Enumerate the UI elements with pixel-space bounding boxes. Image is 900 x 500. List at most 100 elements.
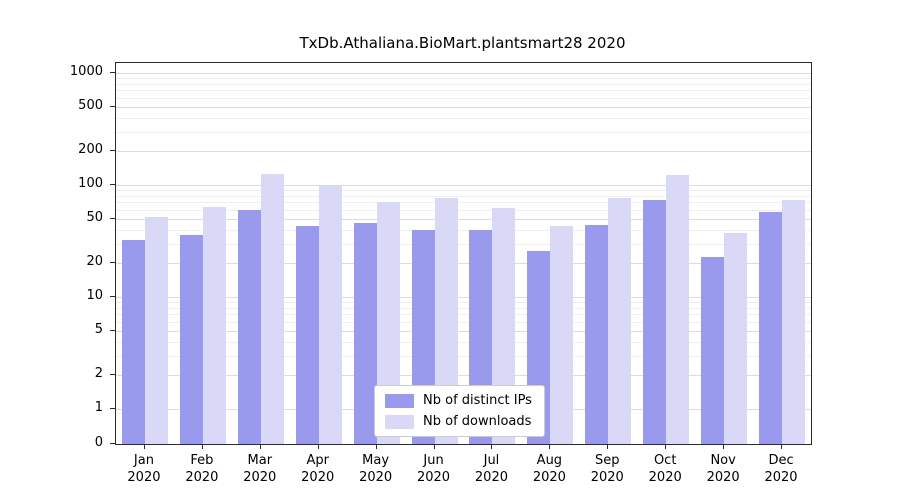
y-tick-mark [110,329,115,331]
gridline-major [116,185,811,186]
gridline-minor [116,97,811,99]
legend: Nb of distinct IPs Nb of downloads [374,385,545,437]
x-tick-label-jun: Jun 2020 [416,453,451,485]
y-tick-mark [110,296,115,297]
x-tick-mark [143,444,145,449]
gridline-major [116,73,811,74]
bar-distinct-ips-may [353,222,377,444]
x-tick-mark [259,444,261,449]
y-tick-mark [110,262,115,264]
x-tick-label-mar: Mar 2020 [243,453,277,485]
bar-downloads-aug [550,226,574,444]
gridline-minor [116,302,811,304]
y-tick-label: 0 [94,435,103,450]
gridline-minor [116,314,811,316]
gridline-minor [116,307,811,309]
x-tick-label-apr: Apr 2020 [301,453,335,485]
y-tick-label: 10 [86,288,103,303]
gridline-minor [116,355,811,357]
x-tick-label-jul: Jul 2020 [474,453,508,485]
gridline-major [116,297,811,298]
x-tick-mark [665,444,667,449]
legend-swatch-downloads [385,414,414,429]
y-tick-mark [110,150,115,152]
bar-downloads-oct [666,175,690,444]
x-tick-label-feb: Feb 2020 [185,453,219,485]
bar-downloads-feb [202,206,226,444]
x-tick-mark [723,444,725,449]
gridline-major [116,106,811,108]
gridline-minor [116,229,811,231]
bar-downloads-mar [260,174,284,444]
legend-label-distinct-ips: Nb of distinct IPs [423,393,532,408]
gridline-major [116,330,811,332]
x-tick-mark [491,444,493,449]
y-tick-mark [110,217,115,219]
y-tick-mark [110,374,115,376]
y-tick-mark [110,105,115,107]
gridline-minor [116,190,811,192]
x-tick-mark [317,444,319,449]
y-tick-label: 200 [78,142,103,158]
gridline-minor [116,243,811,245]
plot-area: Nb of distinct IPs Nb of downloads [115,62,812,445]
gridline-minor [116,78,811,80]
y-tick-label: 2 [94,366,103,382]
gridline-minor [116,131,811,133]
x-tick-label-sep: Sep 2020 [590,453,624,485]
x-tick-mark [781,444,783,449]
bar-distinct-ips-apr [295,226,319,444]
bar-downloads-jan [144,216,168,444]
x-tick-mark [201,444,203,449]
y-tick-label: 1000 [69,64,103,79]
y-tick-label: 50 [86,209,103,225]
bar-downloads-sep [608,198,632,444]
gridline-major [116,218,811,220]
gridline-minor [116,83,811,85]
bar-distinct-ips-feb [179,234,203,444]
gridline-minor [116,209,811,211]
legend-swatch-distinct-ips [385,393,414,408]
x-tick-mark [433,444,435,449]
bar-downloads-may [376,202,400,444]
gridline-major [116,151,811,153]
y-tick-label: 100 [78,176,103,191]
gridline-major [116,375,811,377]
bar-distinct-ips-mar [237,209,261,444]
x-tick-label-oct: Oct 2020 [648,453,682,485]
y-tick-label: 5 [94,321,103,337]
y-tick-label: 20 [86,254,103,270]
bar-distinct-ips-dec [759,212,783,444]
gridline-minor [116,117,811,119]
gridline-minor [116,90,811,92]
bar-distinct-ips-oct [643,200,667,444]
gridline-minor [116,202,811,204]
legend-entry-distinct-ips: Nb of distinct IPs [385,393,532,408]
gridline-minor [116,321,811,323]
x-tick-mark [549,444,551,449]
x-tick-label-nov: Nov 2020 [706,453,740,485]
x-tick-label-may: May 2020 [359,453,393,485]
y-tick-mark [110,408,115,409]
chart-title: TxDb.Athaliana.BioMart.plantsmart28 2020 [299,34,626,52]
bar-downloads-nov [724,233,748,444]
y-tick-label: 500 [78,97,103,113]
bar-downloads-jun [434,198,458,444]
bar-distinct-ips-jan [121,240,145,444]
gridline-major [116,263,811,265]
y-tick-mark [110,72,115,73]
legend-label-downloads: Nb of downloads [423,414,532,429]
bar-downloads-apr [318,186,342,444]
x-tick-mark [607,444,609,449]
gridline-minor [116,195,811,197]
y-tick-mark [110,443,115,444]
y-tick-mark [110,184,115,185]
x-tick-label-aug: Aug 2020 [532,453,566,485]
x-tick-mark [375,444,377,449]
bar-downloads-dec [782,200,806,444]
bar-distinct-ips-nov [701,256,725,444]
x-tick-label-dec: Dec 2020 [764,453,798,485]
legend-entry-downloads: Nb of downloads [385,414,532,429]
x-tick-label-jan: Jan 2020 [127,453,161,485]
